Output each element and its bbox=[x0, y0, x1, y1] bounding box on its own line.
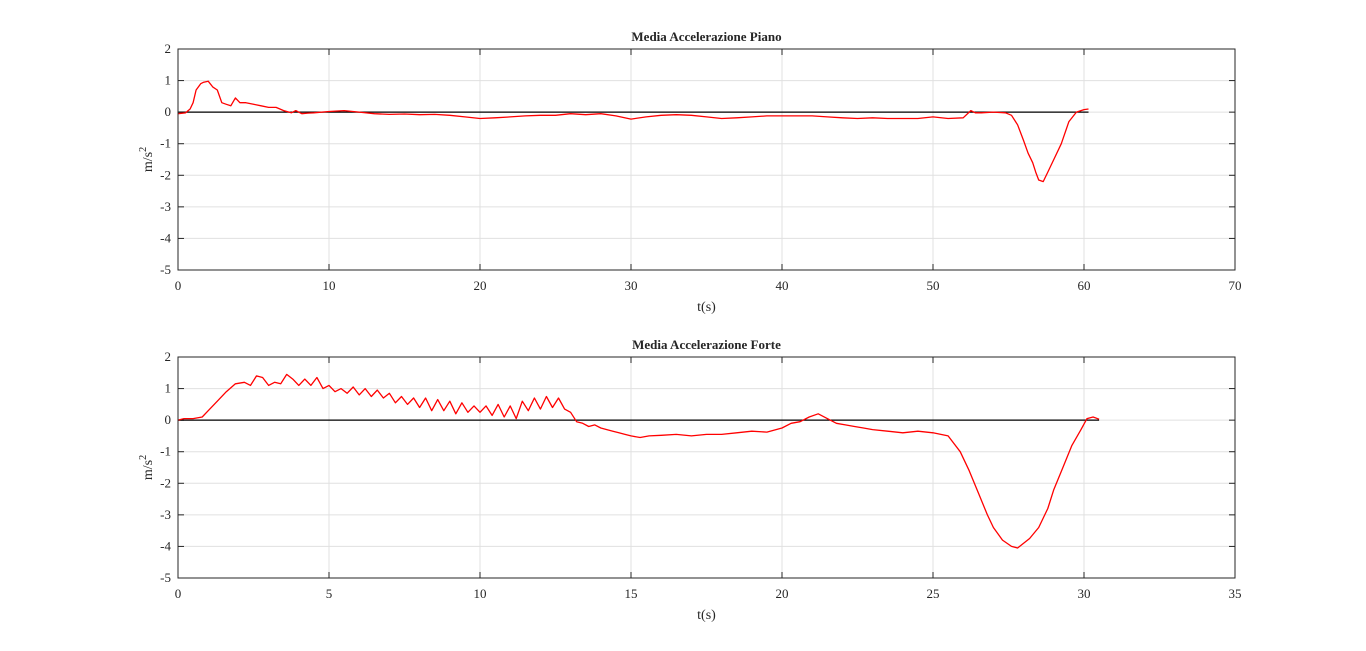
x-tick-label: 0 bbox=[175, 586, 182, 601]
x-tick-label: 30 bbox=[625, 278, 638, 293]
y-tick-label: -4 bbox=[160, 538, 171, 553]
x-tick-label: 60 bbox=[1078, 278, 1091, 293]
x-tick-label: 10 bbox=[474, 586, 487, 601]
y-tick-label: -5 bbox=[160, 570, 171, 585]
chart-panel-piano: 0 10 20 30 40 50 60 70 -5 -4 -3 -2 -1 0 1 2 Media Accele… bbox=[138, 29, 1242, 315]
x-tick-label: 35 bbox=[1229, 586, 1242, 601]
y-tick-label: 2 bbox=[165, 349, 172, 364]
y-tick-label: 2 bbox=[165, 41, 172, 56]
plot-area bbox=[178, 49, 1235, 270]
x-tick-label: 50 bbox=[927, 278, 940, 293]
y-tick-label: 0 bbox=[165, 104, 172, 119]
x-tick-label: 40 bbox=[776, 278, 789, 293]
x-tick-label: 0 bbox=[175, 278, 182, 293]
axes-frame bbox=[177, 48, 1236, 271]
y-tick-label: 1 bbox=[165, 381, 172, 396]
y-tick-label: -5 bbox=[160, 262, 171, 277]
chart-title: Media Accelerazione Forte bbox=[632, 337, 781, 352]
y-tick-label: -2 bbox=[160, 167, 171, 182]
plot-area bbox=[178, 357, 1235, 578]
x-tick-label: 15 bbox=[625, 586, 638, 601]
y-axis-label: m/s2 bbox=[138, 455, 156, 480]
acceleration-series-line bbox=[177, 373, 1100, 549]
x-tick-label: 20 bbox=[776, 586, 789, 601]
y-tick-label: 1 bbox=[165, 73, 172, 88]
acceleration-series-line bbox=[177, 80, 1089, 183]
y-tick-label: -2 bbox=[160, 475, 171, 490]
x-tick-label: 5 bbox=[326, 586, 333, 601]
x-tick-label: 10 bbox=[323, 278, 336, 293]
axes-frame bbox=[177, 356, 1236, 579]
y-tick-label: -1 bbox=[160, 444, 171, 459]
x-tick-label: 20 bbox=[474, 278, 487, 293]
x-tick-label: 25 bbox=[927, 586, 940, 601]
x-axis-label: t(s) bbox=[697, 608, 716, 623]
x-tick-label: 30 bbox=[1078, 586, 1091, 601]
y-tick-label: -4 bbox=[160, 230, 171, 245]
x-axis-label: t(s) bbox=[697, 300, 716, 315]
y-tick-label: -3 bbox=[160, 507, 171, 522]
y-tick-label: -1 bbox=[160, 136, 171, 151]
chart-title: Media Accelerazione Piano bbox=[631, 29, 781, 44]
y-tick-label: 0 bbox=[165, 412, 172, 427]
chart-panel-forte: 0 5 10 15 20 25 30 35 -5 -4 -3 -2 -1 0 1 2 Media Acceler… bbox=[138, 337, 1242, 623]
y-axis-label: m/s2 bbox=[138, 147, 156, 172]
x-tick-label: 70 bbox=[1229, 278, 1242, 293]
y-tick-label: -3 bbox=[160, 199, 171, 214]
